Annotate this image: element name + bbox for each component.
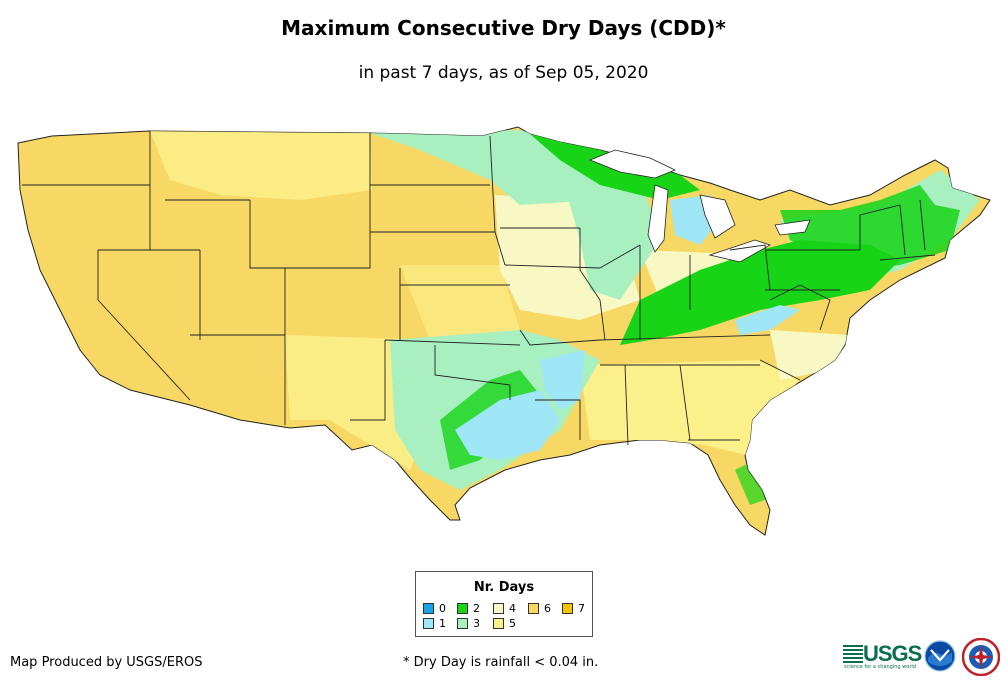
- state-borders: [22, 131, 936, 446]
- legend-label-2: 2: [473, 602, 480, 615]
- region-1day-arkansas: [540, 350, 585, 410]
- legend: Nr. Days 0 1 2 3 4 5 6 7: [415, 571, 593, 637]
- legend-swatch-1: [423, 618, 434, 629]
- legend-label-4: 4: [509, 602, 516, 615]
- map-title: Maximum Consecutive Dry Days (CDD)*: [281, 16, 726, 40]
- credit-text: Map Produced by USGS/EROS: [10, 655, 203, 670]
- us-map: [17, 126, 991, 536]
- lake-erie: [708, 239, 771, 263]
- usgs-tagline: science for a changing world: [844, 664, 916, 670]
- legend-swatch-4: [493, 603, 504, 614]
- lake-michigan: [647, 184, 669, 253]
- usgs-wave-icon: [843, 645, 863, 663]
- legend-swatch-3: [457, 618, 468, 629]
- legend-title: Nr. Days: [473, 580, 535, 595]
- region-3days-iowa: [560, 170, 660, 300]
- lake-ontario: [774, 219, 811, 236]
- map-subtitle: in past 7 days, as of Sep 05, 2020: [358, 63, 649, 83]
- legend-swatch-6: [528, 603, 539, 614]
- legend-label-5: 5: [509, 617, 516, 630]
- usgs-logo: USGS science for a changing world: [843, 641, 922, 670]
- footnote-text: * Dry Day is rainfall < 0.04 in.: [403, 655, 599, 670]
- legend-label-7: 7: [578, 602, 585, 615]
- region-5days-southeast: [580, 360, 800, 455]
- region-1day-virginia: [735, 305, 800, 335]
- nws-logo: [962, 638, 1000, 676]
- region-1day-louisiana: [455, 390, 560, 460]
- legend-label-6: 6: [544, 602, 551, 615]
- legend-swatch-5: [493, 618, 504, 629]
- region-5days-plains: [400, 265, 520, 340]
- region-2days-northeast: [780, 185, 960, 270]
- legend-swatch-0: [423, 603, 434, 614]
- legend-label-0: 0: [439, 602, 446, 615]
- region-3days-north: [370, 130, 600, 205]
- lake-huron: [699, 194, 736, 239]
- region-2days-ohio-valley: [620, 240, 900, 345]
- legend-swatch-7: [562, 603, 573, 614]
- legend-swatch-2: [457, 603, 468, 614]
- lake-superior: [588, 149, 676, 179]
- legend-label-3: 3: [473, 617, 480, 630]
- region-4days-carolina: [770, 330, 850, 380]
- region-5days-montana: [150, 131, 372, 200]
- legend-label-1: 1: [439, 617, 446, 630]
- usgs-wordmark: USGS: [863, 641, 922, 666]
- noaa-logo: [924, 640, 956, 672]
